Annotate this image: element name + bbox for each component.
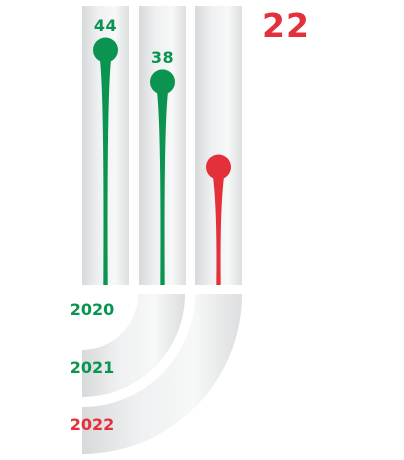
lollipop-stem-2022 (212, 173, 225, 285)
track-bend-2021 (82, 294, 185, 397)
category-label-2022: 2022 (70, 415, 115, 434)
data-label-2022: 22 (262, 6, 310, 45)
category-label-2020: 2020 (70, 300, 115, 319)
track-bend-2022 (82, 294, 242, 454)
lollipop-head-2020 (93, 37, 118, 63)
data-label-2020: 44 (94, 16, 117, 35)
lollipop-head-2022 (206, 154, 231, 180)
lollipop-stem-2021 (156, 87, 169, 285)
data-label-2021: 38 (151, 48, 174, 67)
chart-marks (93, 37, 231, 285)
category-label-2021: 2021 (70, 358, 115, 377)
lollipop-stem-2020 (99, 56, 112, 285)
chart-labels: 44 38 22 2020 2021 2022 (70, 6, 310, 434)
lollipop-head-2021 (150, 69, 175, 95)
